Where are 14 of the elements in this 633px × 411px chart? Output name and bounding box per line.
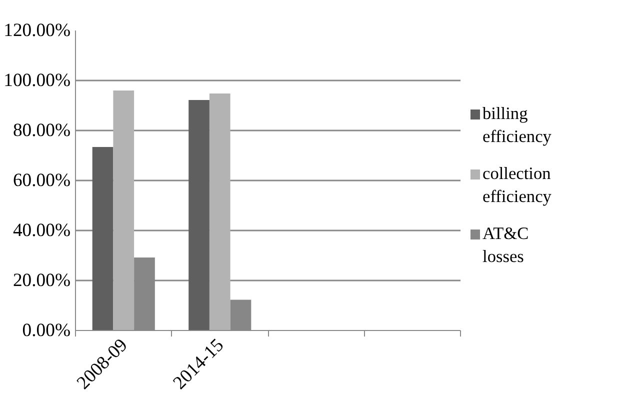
legend-label: collection efficiency <box>482 164 552 206</box>
bar <box>209 94 230 330</box>
legend-label: AT&C losses <box>482 224 529 266</box>
y-tick-label: 60.00% <box>12 170 71 191</box>
bar <box>113 90 134 330</box>
y-tick-label: 20.00% <box>12 270 71 291</box>
y-tick-label: 0.00% <box>22 320 71 341</box>
y-tick-label: 40.00% <box>12 220 71 241</box>
y-tick-label: 120.00% <box>4 20 71 41</box>
bar <box>188 100 210 330</box>
legend-label: billing efficiency <box>482 104 552 146</box>
y-tick-label: 80.00% <box>12 120 71 141</box>
bar <box>92 147 114 330</box>
y-tick-label: 100.00% <box>4 70 71 91</box>
